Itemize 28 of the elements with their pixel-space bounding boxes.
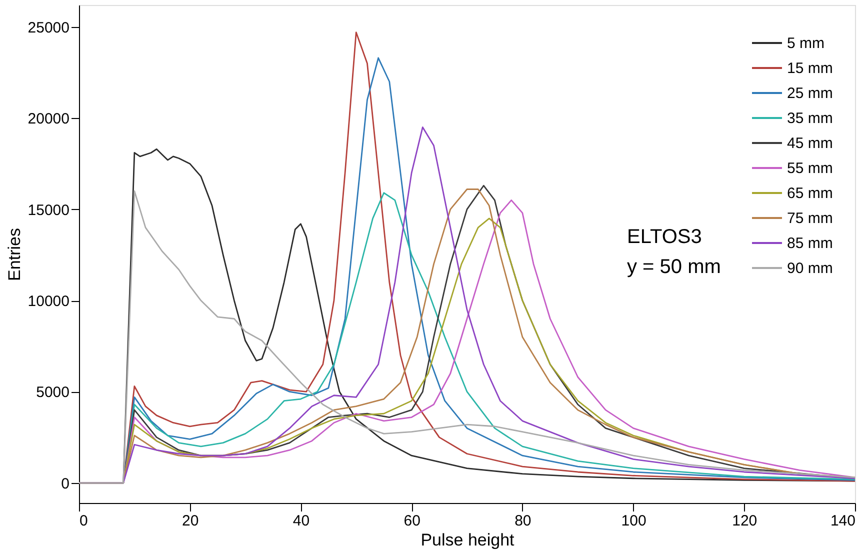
x-axis-title: Pulse height (420, 530, 515, 550)
legend-label: 25 mm (787, 85, 833, 102)
x-tick-label: 80 (514, 512, 532, 530)
x-tick-label: 0 (80, 512, 88, 530)
legend-label: 65 mm (787, 185, 833, 202)
annotation: ELTOS3 (627, 226, 702, 248)
y-tick-label: 20000 (28, 110, 70, 128)
legend-label: 85 mm (787, 235, 833, 252)
y-tick-label: 0 (61, 475, 70, 492)
legend-label: 5 mm (787, 35, 824, 52)
x-tick-label: 20 (182, 512, 199, 530)
x-tick-label: 120 (732, 512, 758, 530)
annotation: y = 50 mm (627, 256, 721, 278)
y-axis-title: Entries (4, 228, 24, 281)
legend-label: 75 mm (787, 210, 833, 227)
legend-label: 15 mm (787, 60, 833, 77)
x-tick-label: 100 (621, 512, 646, 530)
y-tick-label: 25000 (28, 19, 70, 36)
x-tick-label: 60 (404, 512, 420, 530)
x-tick-label: 40 (292, 512, 310, 530)
x-tick-label: 140 (830, 512, 856, 530)
y-tick-label: 10000 (28, 293, 70, 310)
y-tick-label: 15000 (28, 202, 70, 219)
legend-label: 90 mm (787, 260, 833, 277)
legend-label: 45 mm (787, 135, 833, 152)
legend-label: 55 mm (787, 160, 833, 177)
legend-label: 35 mm (787, 110, 833, 127)
y-tick-label: 5000 (36, 384, 70, 402)
